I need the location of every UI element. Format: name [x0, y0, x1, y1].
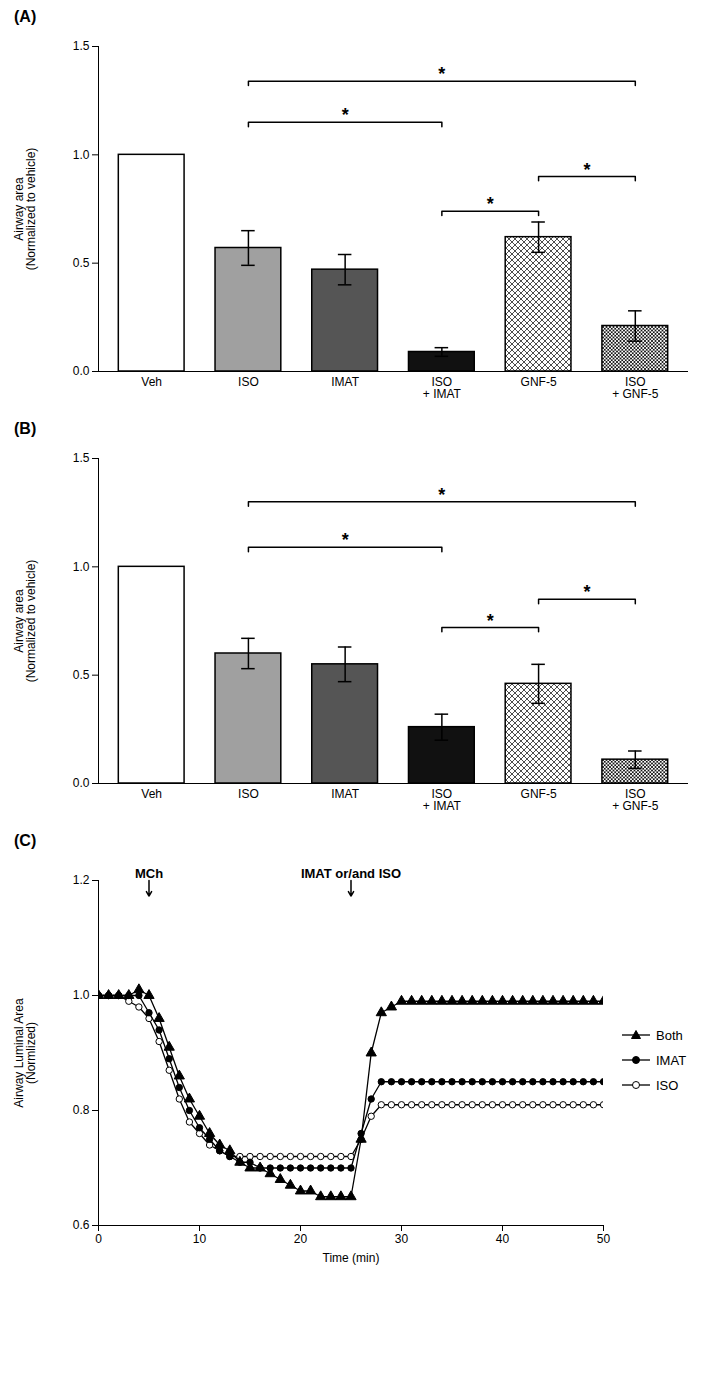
- svg-text:ISO: ISO: [238, 787, 259, 801]
- svg-text:0.0: 0.0: [73, 364, 90, 378]
- svg-text:10: 10: [193, 1232, 207, 1246]
- svg-text:*: *: [342, 530, 349, 550]
- svg-text:1.2: 1.2: [73, 873, 90, 887]
- svg-text:Airway area(Normalized to vehi: Airway area(Normalized to vehicle): [12, 560, 38, 683]
- svg-text:1.0: 1.0: [73, 148, 90, 162]
- svg-text:0.0: 0.0: [73, 776, 90, 790]
- svg-text:IMAT or/and ISO: IMAT or/and ISO: [301, 866, 401, 881]
- svg-text:40: 40: [496, 1232, 510, 1246]
- svg-text:ISO+ IMAT: ISO+ IMAT: [423, 787, 462, 813]
- svg-text:*: *: [438, 485, 445, 505]
- svg-text:*: *: [583, 582, 590, 602]
- html-text:Both: Both: [656, 1027, 683, 1043]
- svg-text:*: *: [487, 611, 494, 631]
- svg-text:1.5: 1.5: [73, 39, 90, 53]
- svg-text:Time (min): Time (min): [323, 1251, 380, 1265]
- svg-text:ISO+ GNF-5: ISO+ GNF-5: [612, 787, 659, 813]
- svg-text:GNF-5: GNF-5: [521, 787, 557, 801]
- svg-text:*: *: [342, 105, 349, 125]
- svg-text:IMAT: IMAT: [331, 787, 359, 801]
- svg-text:Airway Luminal Area(Normlized): Airway Luminal Area(Normlized): [12, 998, 38, 1108]
- svg-text:Airway area(Normalized to vehi: Airway area(Normalized to vehicle): [12, 148, 38, 271]
- svg-text:Veh: Veh: [141, 375, 162, 389]
- svg-text:1.0: 1.0: [73, 988, 90, 1002]
- svg-text:MCh: MCh: [135, 866, 163, 881]
- html-text:(B): (B): [14, 420, 37, 437]
- svg-text:*: *: [487, 194, 494, 214]
- html-text:IMAT: IMAT: [656, 1052, 687, 1068]
- svg-text:0.5: 0.5: [73, 668, 90, 682]
- svg-text:Veh: Veh: [141, 787, 162, 801]
- svg-text:*: *: [583, 160, 590, 180]
- svg-text:0.5: 0.5: [73, 256, 90, 270]
- svg-text:IMAT: IMAT: [331, 375, 359, 389]
- svg-text:ISO+ GNF-5: ISO+ GNF-5: [612, 375, 659, 401]
- html-text:(C): (C): [14, 832, 37, 849]
- svg-text:*: *: [438, 64, 445, 84]
- svg-text:50: 50: [597, 1232, 611, 1246]
- svg-text:ISO: ISO: [238, 375, 259, 389]
- svg-text:1.0: 1.0: [73, 560, 90, 574]
- html-text:ISO: ISO: [656, 1077, 679, 1093]
- svg-text:ISO+ IMAT: ISO+ IMAT: [423, 375, 462, 401]
- svg-text:GNF-5: GNF-5: [521, 375, 557, 389]
- svg-text:0.8: 0.8: [73, 1103, 90, 1117]
- svg-text:0: 0: [95, 1232, 102, 1246]
- svg-text:0.6: 0.6: [73, 1218, 90, 1232]
- svg-text:30: 30: [395, 1232, 409, 1246]
- svg-text:20: 20: [294, 1232, 308, 1246]
- svg-text:1.5: 1.5: [73, 451, 90, 465]
- html-text:(A): (A): [14, 8, 37, 25]
